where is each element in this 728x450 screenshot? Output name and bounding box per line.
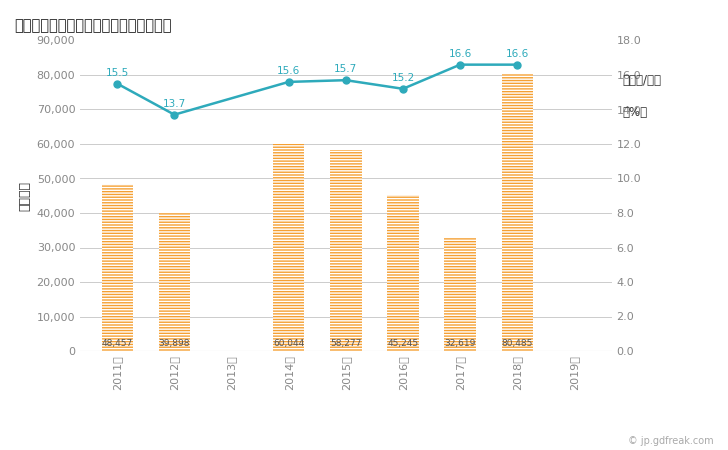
Text: 80,485: 80,485 xyxy=(502,339,533,348)
Bar xyxy=(502,73,533,351)
Bar xyxy=(444,238,476,351)
Text: © jp.gdfreak.com: © jp.gdfreak.com xyxy=(628,436,713,446)
Bar xyxy=(159,213,190,351)
Text: 13.7: 13.7 xyxy=(163,99,186,108)
Text: 45,245: 45,245 xyxy=(387,339,419,348)
Text: 15.2: 15.2 xyxy=(392,73,414,83)
Text: 16.6: 16.6 xyxy=(506,49,529,58)
Text: 15.5: 15.5 xyxy=(106,68,129,77)
Text: 住宅用建築物の工事費予定額合計の推移: 住宅用建築物の工事費予定額合計の推移 xyxy=(15,18,172,33)
Y-axis label: ［万円］: ［万円］ xyxy=(18,181,31,211)
Text: 60,044: 60,044 xyxy=(273,339,304,348)
Text: 15.7: 15.7 xyxy=(334,64,357,74)
Bar xyxy=(330,150,362,351)
Text: 48,457: 48,457 xyxy=(102,339,132,348)
Bar xyxy=(101,184,133,351)
Text: ［万円/㎡］: ［万円/㎡］ xyxy=(622,75,662,87)
Text: 32,619: 32,619 xyxy=(444,339,476,348)
Bar xyxy=(387,195,419,351)
Text: 39,898: 39,898 xyxy=(159,339,190,348)
Bar xyxy=(273,144,304,351)
Text: 58,277: 58,277 xyxy=(330,339,362,348)
Text: 16.6: 16.6 xyxy=(448,49,472,58)
Text: ［%］: ［%］ xyxy=(622,106,648,119)
Text: 15.6: 15.6 xyxy=(277,66,300,76)
